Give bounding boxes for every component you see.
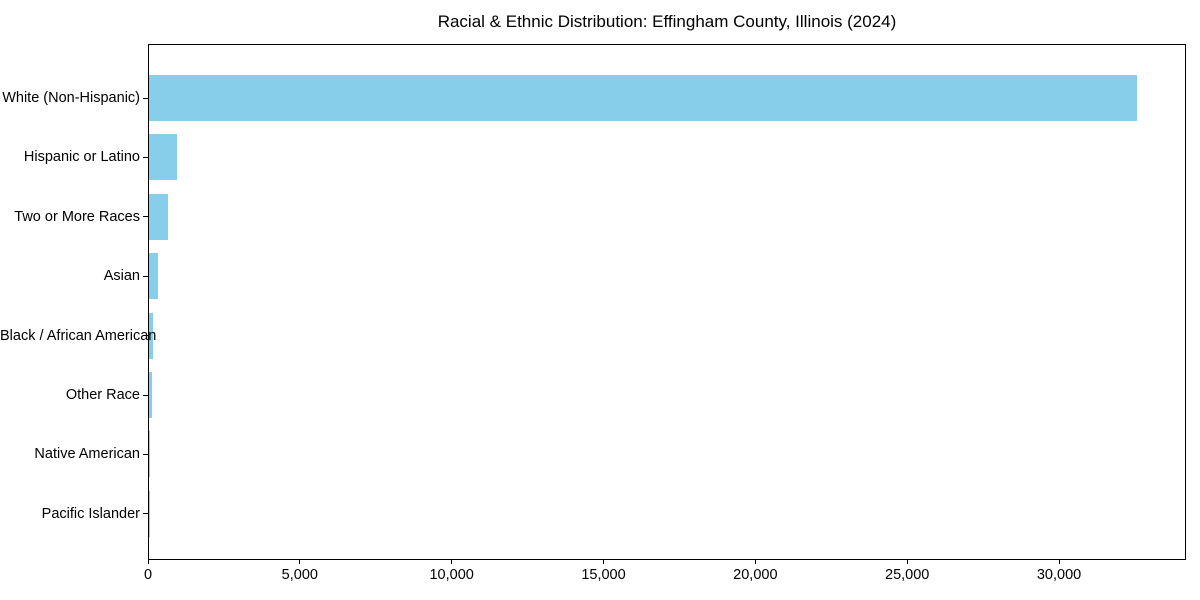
x-axis-tick-label: 5,000	[281, 567, 318, 583]
y-axis-tick	[143, 453, 148, 455]
x-axis-tick	[299, 560, 301, 564]
y-axis-label: Asian	[103, 268, 140, 285]
bar	[149, 312, 153, 359]
x-axis-tick-label: 10,000	[429, 567, 474, 583]
y-axis-label: White (Non-Hispanic)	[2, 90, 140, 106]
y-axis-tick	[143, 216, 148, 218]
y-axis-label: Two or More Races	[14, 208, 140, 225]
x-axis-tick	[147, 560, 149, 564]
plot-area	[148, 44, 1186, 560]
x-axis-tick-label: 0	[143, 567, 153, 583]
x-axis-tick-label: 15,000	[581, 567, 626, 583]
x-axis-tick-label: 20,000	[733, 567, 778, 583]
y-axis-label: Pacific Islander	[41, 505, 140, 522]
bar	[149, 75, 1138, 121]
x-axis-tick-label: 30,000	[1036, 567, 1082, 583]
y-axis-tick	[143, 275, 148, 277]
x-axis-tick	[906, 560, 908, 564]
y-axis-label: Black / African American	[0, 327, 157, 344]
bar	[149, 431, 151, 478]
x-axis-tick	[754, 560, 756, 564]
y-axis-label: Other Race	[65, 387, 140, 403]
x-axis-tick	[1058, 560, 1060, 564]
x-axis-tick	[603, 560, 605, 564]
bar	[149, 193, 168, 240]
chart-title: Racial & Ethnic Distribution: Effingham …	[437, 12, 897, 31]
bar	[149, 134, 178, 181]
y-axis-tick	[143, 335, 148, 337]
x-axis-tick-label: 25,000	[885, 567, 930, 583]
y-axis-label: Hispanic or Latino	[23, 149, 140, 166]
bar	[149, 372, 152, 418]
y-axis-tick	[143, 513, 148, 515]
y-axis-label: Native American	[34, 446, 140, 463]
y-axis-tick	[143, 156, 148, 158]
bar	[149, 253, 158, 300]
y-axis-tick	[143, 97, 148, 99]
y-axis-tick	[143, 394, 148, 396]
x-axis-tick	[451, 560, 453, 564]
